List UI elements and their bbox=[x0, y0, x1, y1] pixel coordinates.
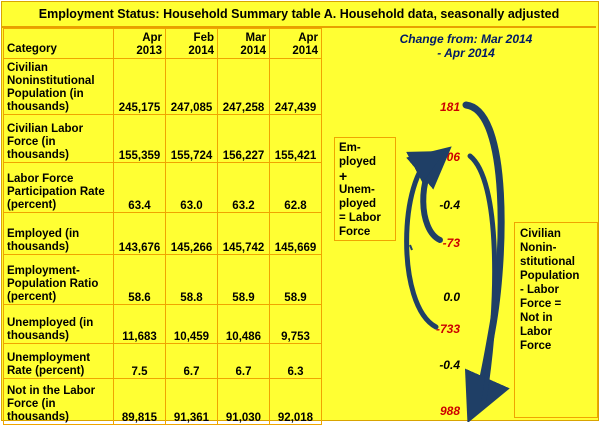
col-month: Apr bbox=[142, 32, 162, 44]
table-row: Civilian Labor Force (in thousands) 155,… bbox=[3, 114, 322, 163]
note-line: Force bbox=[339, 226, 371, 238]
note-line: = Labor bbox=[339, 212, 381, 224]
column-header: Mar 2014 bbox=[217, 28, 270, 59]
employment-table: Category Apr 2013 Feb 2014 Mar 2014 Apr 2014… bbox=[3, 28, 322, 425]
note-line: Em- bbox=[339, 142, 361, 154]
cell-value: 6.3 bbox=[269, 343, 322, 379]
cell-value: 58.8 bbox=[165, 254, 218, 305]
change-value: 181 bbox=[439, 100, 460, 114]
change-value: -733 bbox=[435, 322, 460, 336]
note-line: ployed bbox=[339, 198, 377, 210]
cell-value: 6.7 bbox=[217, 343, 270, 379]
change-header: Change from: Mar 2014 - Apr 2014 bbox=[376, 32, 556, 60]
row-label: Unemployed (in thousands) bbox=[3, 304, 114, 344]
note-line: Force bbox=[520, 340, 552, 352]
col-year: 2014 bbox=[240, 45, 266, 57]
cell-value: 11,683 bbox=[113, 304, 166, 344]
column-header: Apr 2013 bbox=[113, 28, 166, 59]
cell-value: 89,815 bbox=[113, 378, 166, 425]
cell-value: 247,258 bbox=[217, 58, 270, 115]
cell-value: 155,724 bbox=[165, 114, 218, 163]
note-line: Population bbox=[520, 270, 580, 282]
row-label: Civilian Labor Force (in thousands) bbox=[3, 114, 114, 163]
cell-value: 145,742 bbox=[217, 212, 270, 255]
cell-value: 92,018 bbox=[269, 378, 322, 425]
cell-value: 91,030 bbox=[217, 378, 270, 425]
cell-value: 9,753 bbox=[269, 304, 322, 344]
cell-value: 155,359 bbox=[113, 114, 166, 163]
change-value: -73 bbox=[442, 236, 460, 250]
row-label: Civilian Noninstitutional Population (in… bbox=[3, 58, 114, 115]
cell-value: 58.9 bbox=[269, 254, 322, 305]
row-label: Labor Force Participation Rate (percent) bbox=[3, 162, 114, 213]
cell-value: 63.2 bbox=[217, 162, 270, 213]
table-row: Labor Force Participation Rate (percent)… bbox=[3, 162, 322, 213]
change-value: 0.0 bbox=[443, 290, 460, 304]
table-row: Unemployment Rate (percent) 7.5 6.7 6.7 … bbox=[3, 343, 322, 379]
change-value: -0.4 bbox=[439, 358, 460, 372]
note-line: - Labor bbox=[520, 284, 559, 296]
column-header: Feb 2014 bbox=[165, 28, 218, 59]
labor-force-note: Em- ployed + Unem- ployed = Labor Force bbox=[334, 137, 396, 241]
category-header: Category bbox=[3, 28, 114, 59]
cell-value: 7.5 bbox=[113, 343, 166, 379]
cell-value: 63.4 bbox=[113, 162, 166, 213]
note-line: ployed bbox=[339, 156, 377, 168]
cell-value: 145,669 bbox=[269, 212, 322, 255]
note-line: Civilian bbox=[520, 228, 561, 240]
table-row: Unemployed (in thousands) 11,683 10,459 … bbox=[3, 304, 322, 344]
row-label: Unemployment Rate (percent) bbox=[3, 343, 114, 379]
cell-value: 143,676 bbox=[113, 212, 166, 255]
cell-value: 155,421 bbox=[269, 114, 322, 163]
cell-value: 62.8 bbox=[269, 162, 322, 213]
row-label: Not in the Labor Force (in thousands) bbox=[3, 378, 114, 425]
note-line: Not in bbox=[520, 312, 553, 324]
cell-value: 247,085 bbox=[165, 58, 218, 115]
header-row: Category Apr 2013 Feb 2014 Mar 2014 Apr 2014 bbox=[3, 28, 322, 59]
col-month: Mar bbox=[245, 32, 266, 44]
cell-value: 156,227 bbox=[217, 114, 270, 163]
row-label: Employed (in thousands) bbox=[3, 212, 114, 255]
note-line: Labor bbox=[520, 326, 552, 338]
cell-value: 58.9 bbox=[217, 254, 270, 305]
note-line: stitutional bbox=[520, 256, 575, 268]
cell-value: 247,439 bbox=[269, 58, 322, 115]
table-row: Employment-Population Ratio (percent) 58… bbox=[3, 254, 322, 305]
col-year: 2014 bbox=[292, 45, 318, 57]
cell-value: 10,459 bbox=[165, 304, 218, 344]
not-in-labor-force-note: Civilian Nonin- stitutional Population -… bbox=[514, 222, 598, 418]
col-year: 2013 bbox=[136, 45, 162, 57]
note-line: Force = bbox=[520, 298, 562, 310]
col-year: 2014 bbox=[188, 45, 214, 57]
row-label: Employment-Population Ratio (percent) bbox=[3, 254, 114, 305]
table-row: Employed (in thousands) 143,676 145,266 … bbox=[3, 212, 322, 255]
cell-value: 145,266 bbox=[165, 212, 218, 255]
change-header-line: Change from: Mar 2014 bbox=[399, 32, 533, 46]
column-header: Apr 2014 bbox=[269, 28, 322, 59]
cell-value: 91,361 bbox=[165, 378, 218, 425]
change-header-line: - Apr 2014 bbox=[437, 46, 495, 60]
cell-value: 10,486 bbox=[217, 304, 270, 344]
table-row: Civilian Noninstitutional Population (in… bbox=[3, 58, 322, 115]
cell-value: 63.0 bbox=[165, 162, 218, 213]
col-month: Feb bbox=[193, 32, 214, 44]
note-line: Nonin- bbox=[520, 242, 557, 254]
change-value: -0.4 bbox=[439, 198, 460, 212]
page-title: Employment Status: Household Summary tab… bbox=[2, 2, 596, 28]
note-plus: + bbox=[339, 168, 348, 184]
change-value: -806 bbox=[435, 150, 460, 164]
change-value: 988 bbox=[439, 404, 460, 418]
cell-value: 58.6 bbox=[113, 254, 166, 305]
table-row: Not in the Labor Force (in thousands) 89… bbox=[3, 378, 322, 425]
note-line: Unem- bbox=[339, 184, 375, 196]
cell-value: 245,175 bbox=[113, 58, 166, 115]
col-month: Apr bbox=[298, 32, 318, 44]
cell-value: 6.7 bbox=[165, 343, 218, 379]
